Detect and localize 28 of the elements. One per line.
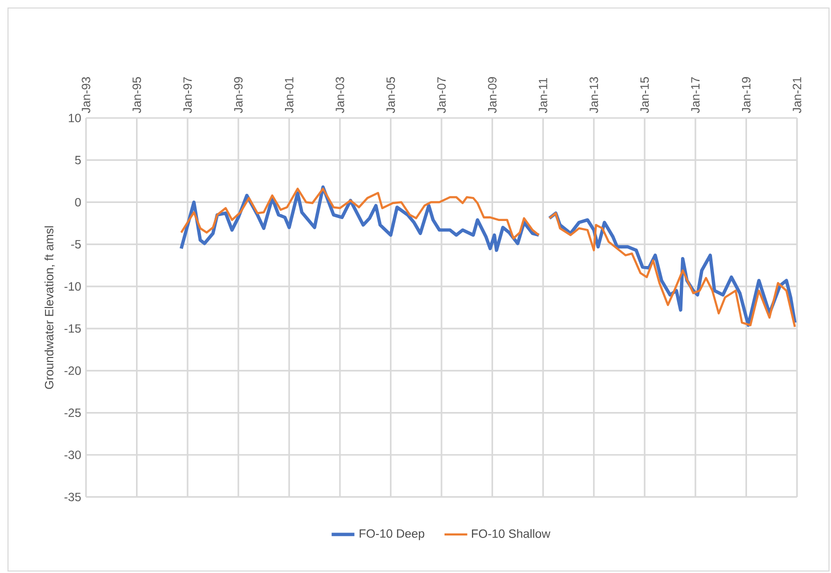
legend-label: FO-10 Shallow (472, 529, 550, 538)
x-tick-label: Jan-15 (640, 77, 649, 114)
x-tick-label: Jan-93 (82, 77, 90, 114)
y-tick-label: -15 (64, 324, 81, 333)
y-tick-label: -20 (64, 366, 81, 375)
x-tick-label: Jan-07 (437, 77, 446, 114)
x-tick-label: Jan-11 (538, 78, 548, 114)
y-tick-label: -35 (64, 492, 81, 502)
x-tick-label: Jan-97 (183, 77, 192, 114)
legend-label: FO-10 Deep (360, 529, 424, 540)
x-tick-label: Jan-17 (691, 77, 700, 114)
y-axis-title: Groundwater Elevation, ft amsl (44, 226, 55, 389)
x-tick-label: Jan-05 (386, 77, 395, 114)
x-tick-label: Jan-01 (284, 77, 294, 114)
x-tick-label: Jan-95 (132, 77, 142, 114)
x-tick-label: Jan-09 (488, 77, 497, 114)
y-tick-label: -25 (64, 408, 81, 418)
y-tick-label: 10 (68, 114, 81, 122)
x-tick-label: Jan-19 (742, 77, 750, 114)
x-tick-label: Jan-03 (336, 77, 344, 114)
x-tick-label: Jan-21 (792, 77, 802, 114)
x-tick-label: Jan-99 (234, 77, 243, 114)
y-tick-label: 0 (75, 198, 81, 206)
y-tick-label: -5 (71, 240, 81, 249)
x-tick-label: Jan-13 (590, 77, 598, 114)
y-tick-label: -30 (64, 450, 81, 460)
y-tick-label: -10 (64, 282, 81, 291)
y-tick-label: 5 (75, 156, 81, 164)
